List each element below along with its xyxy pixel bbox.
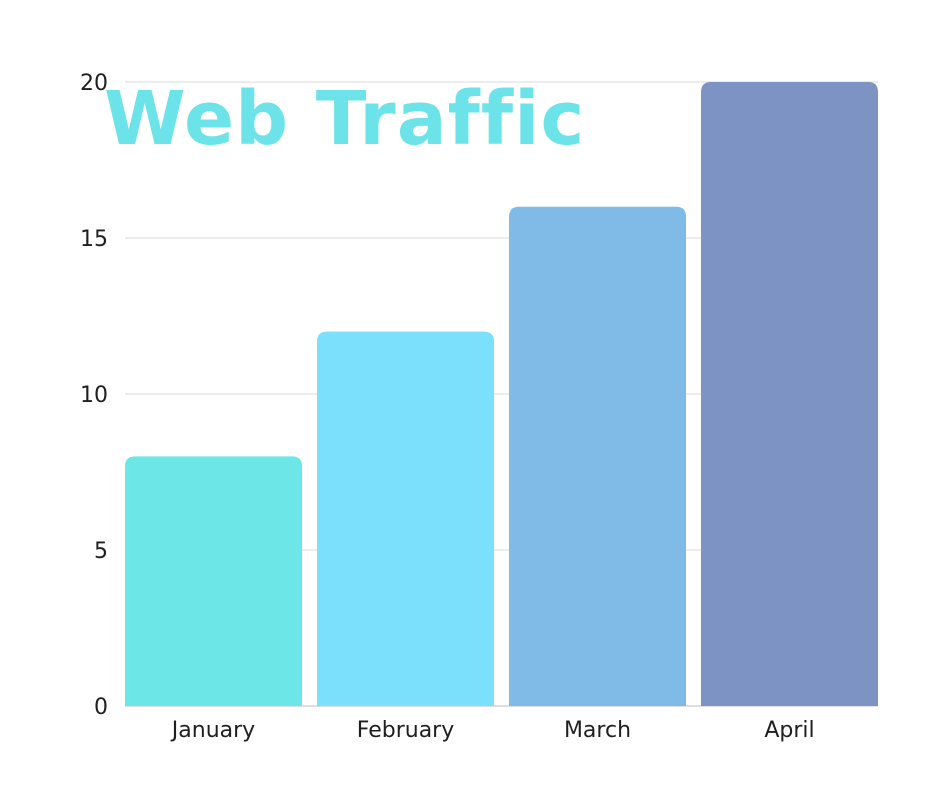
bar-february — [317, 331, 494, 706]
x-category-label: April — [764, 718, 814, 743]
y-tick-label: 5 — [94, 539, 108, 564]
y-tick-label: 10 — [80, 383, 108, 408]
x-category-label: March — [564, 718, 631, 743]
bar-march — [509, 206, 686, 707]
x-category-label: January — [170, 718, 255, 743]
bar-january — [125, 456, 302, 706]
y-tick-label: 15 — [80, 227, 108, 252]
chart-title: Web Traffic — [104, 76, 586, 162]
y-tick-label: 0 — [94, 695, 108, 720]
y-axis-ticks: 0 5 10 15 20 — [80, 71, 108, 720]
x-axis-labels: January February March April — [170, 718, 815, 743]
y-tick-label: 20 — [80, 71, 108, 96]
bar-april — [701, 82, 878, 706]
x-category-label: February — [357, 718, 455, 743]
bars — [125, 82, 878, 707]
